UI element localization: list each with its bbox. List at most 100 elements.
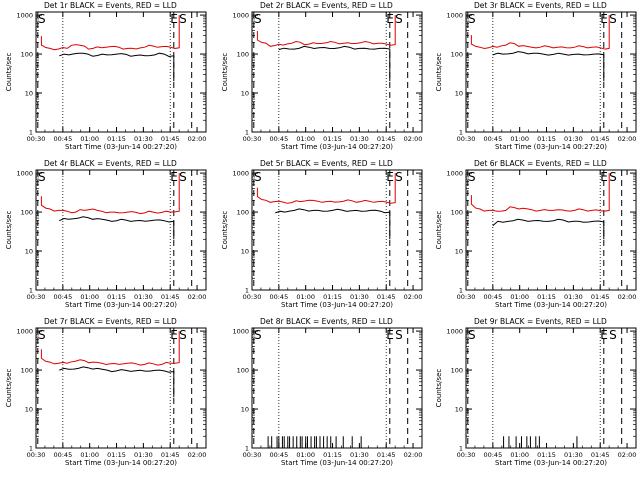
marker-s: S [468,328,476,342]
x-axis-label: Start Time (03-Jun-14 00:27:20) [495,301,607,309]
x-tick-label: 01:00 [296,293,315,301]
x-tick-label: 01:00 [510,451,529,459]
series-lld-line [256,15,396,47]
marker-s: S [609,170,617,184]
x-tick-label: 02:00 [618,293,637,301]
y-tick-label: 100 [451,367,463,375]
panel-det-2: Det 2r BLACK = Events, RED = LLD 1 10 100 10… [221,1,423,151]
x-tick-label: 00:30 [243,293,262,301]
x-tick-label: 00:30 [27,451,46,459]
plot-frame [251,327,423,449]
panel-det-1: Det 1r BLACK = Events, RED = LLD 1 10 100 10… [5,1,207,151]
plot-frame [465,169,637,291]
x-tick-label: 01:00 [80,293,99,301]
x-tick-label: 00:45 [269,451,288,459]
y-tick-label: 1 [245,287,249,295]
y-tick-label: 100 [21,51,33,59]
y-axis-label: Counts/sec [5,369,13,408]
x-tick-label: 02:00 [188,451,207,459]
y-tick-label: 1000 [446,12,463,20]
x-tick-label: 00:30 [457,135,476,143]
y-tick-label: 10 [455,90,463,98]
x-tick-label: 01:00 [510,293,529,301]
x-axis-label: Start Time (03-Jun-14 00:27:20) [65,301,177,309]
series-lld-line [40,331,180,366]
y-tick-label: 100 [451,209,463,217]
marker-s: S [468,12,476,26]
panel-det-3: Det 3r BLACK = Events, RED = LLD 1 10 100 10… [435,1,637,151]
x-tick-label: 01:45 [591,451,610,459]
marker-s: S [38,328,46,342]
x-tick-label: 01:15 [107,293,126,301]
x-tick-label: 00:30 [457,293,476,301]
marker-s: S [468,170,476,184]
marker-e: E [386,12,394,26]
x-tick-label: 01:30 [134,451,153,459]
y-tick-label: 1000 [16,12,33,20]
marker-e: E [600,12,608,26]
marker-e: E [600,328,608,342]
y-tick-label: 1000 [16,170,33,178]
x-tick-label: 01:45 [377,451,396,459]
y-axis-label: Counts/sec [435,369,443,408]
plot-frame [35,327,207,449]
marker-e: E [170,12,178,26]
y-tick-label: 10 [25,406,33,414]
x-axis-label: Start Time (03-Jun-14 00:27:20) [65,143,177,151]
x-tick-label: 02:00 [618,135,637,143]
marker-s: S [179,170,187,184]
x-axis-label: Start Time (03-Jun-14 00:27:20) [281,459,393,467]
x-axis-label: Start Time (03-Jun-14 00:27:20) [281,301,393,309]
series-lld-line [40,15,180,51]
x-tick-label: 01:30 [134,135,153,143]
x-tick-label: 00:45 [483,135,502,143]
panel-title: Det 3r BLACK = Events, RED = LLD [474,1,607,10]
marker-e: E [170,328,178,342]
y-tick-label: 100 [237,209,249,217]
series-events-line [492,218,605,240]
panel-title: Det 8r BLACK = Events, RED = LLD [260,317,393,326]
plot-frame [35,169,207,291]
y-tick-label: 10 [241,90,249,98]
x-tick-label: 01:15 [537,293,556,301]
y-tick-label: 10 [241,406,249,414]
y-tick-label: 1 [459,287,463,295]
y-tick-label: 10 [455,248,463,256]
marker-s: S [254,328,262,342]
marker-e: E [386,170,394,184]
series-events-line [59,216,175,240]
x-tick-label: 00:45 [53,135,72,143]
series-events-line [59,52,175,82]
x-tick-label: 01:30 [350,293,369,301]
y-tick-label: 1000 [232,12,249,20]
marker-s: S [395,12,403,26]
series-lld-line [470,15,610,50]
x-tick-label: 02:00 [188,293,207,301]
panel-title: Det 6r BLACK = Events, RED = LLD [474,159,607,168]
x-tick-label: 02:00 [404,451,423,459]
plot-frame [251,169,423,291]
y-tick-label: 10 [241,248,249,256]
marker-s: S [254,170,262,184]
x-axis-label: Start Time (03-Jun-14 00:27:20) [281,143,393,151]
x-tick-label: 01:15 [323,293,342,301]
x-tick-label: 01:15 [323,451,342,459]
plot-frame [465,11,637,133]
x-tick-label: 01:00 [80,451,99,459]
y-axis-label: Counts/sec [435,53,443,92]
y-tick-label: 1 [29,287,33,295]
panel-det-4: Det 4r BLACK = Events, RED = LLD 1 10 100 10… [5,159,207,309]
marker-s: S [38,12,46,26]
x-tick-label: 01:45 [591,293,610,301]
y-tick-label: 1 [29,445,33,453]
y-tick-label: 1000 [446,328,463,336]
x-tick-label: 02:00 [404,293,423,301]
marker-s: S [395,328,403,342]
x-tick-label: 01:45 [591,135,610,143]
x-tick-label: 01:45 [161,451,180,459]
panel-title: Det 5r BLACK = Events, RED = LLD [260,159,393,168]
panel-det-6: Det 6r BLACK = Events, RED = LLD 1 10 100 10… [435,159,637,309]
y-axis-label: Counts/sec [5,53,13,92]
x-tick-label: 01:45 [377,135,396,143]
